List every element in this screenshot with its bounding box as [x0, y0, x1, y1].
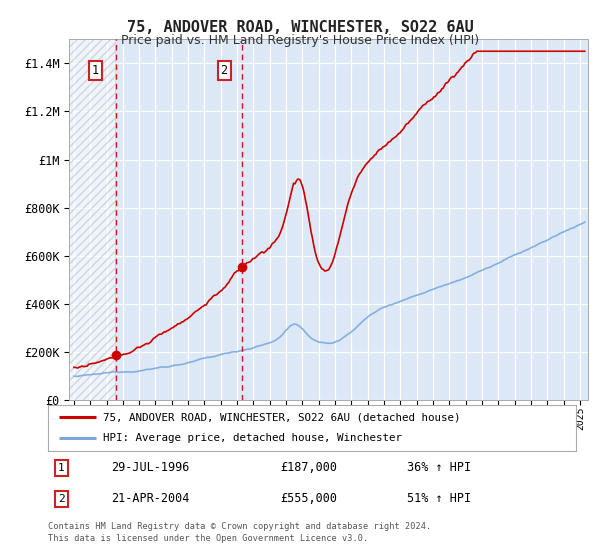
Text: 36% ↑ HPI: 36% ↑ HPI	[407, 461, 471, 474]
Text: 29-JUL-1996: 29-JUL-1996	[112, 461, 190, 474]
Text: 1: 1	[92, 64, 98, 77]
Text: 75, ANDOVER ROAD, WINCHESTER, SO22 6AU (detached house): 75, ANDOVER ROAD, WINCHESTER, SO22 6AU (…	[103, 412, 461, 422]
Text: HPI: Average price, detached house, Winchester: HPI: Average price, detached house, Winc…	[103, 433, 403, 444]
Text: £555,000: £555,000	[280, 492, 337, 505]
Text: Price paid vs. HM Land Registry's House Price Index (HPI): Price paid vs. HM Land Registry's House …	[121, 34, 479, 46]
Bar	[69, 39, 115, 400]
Text: 2: 2	[220, 64, 227, 77]
Text: £187,000: £187,000	[280, 461, 337, 474]
Text: 75, ANDOVER ROAD, WINCHESTER, SO22 6AU: 75, ANDOVER ROAD, WINCHESTER, SO22 6AU	[127, 20, 473, 35]
Text: 21-APR-2004: 21-APR-2004	[112, 492, 190, 505]
Text: 51% ↑ HPI: 51% ↑ HPI	[407, 492, 471, 505]
Text: 1: 1	[58, 463, 65, 473]
Text: 2: 2	[58, 494, 65, 503]
Text: Contains HM Land Registry data © Crown copyright and database right 2024.
This d: Contains HM Land Registry data © Crown c…	[48, 522, 431, 543]
